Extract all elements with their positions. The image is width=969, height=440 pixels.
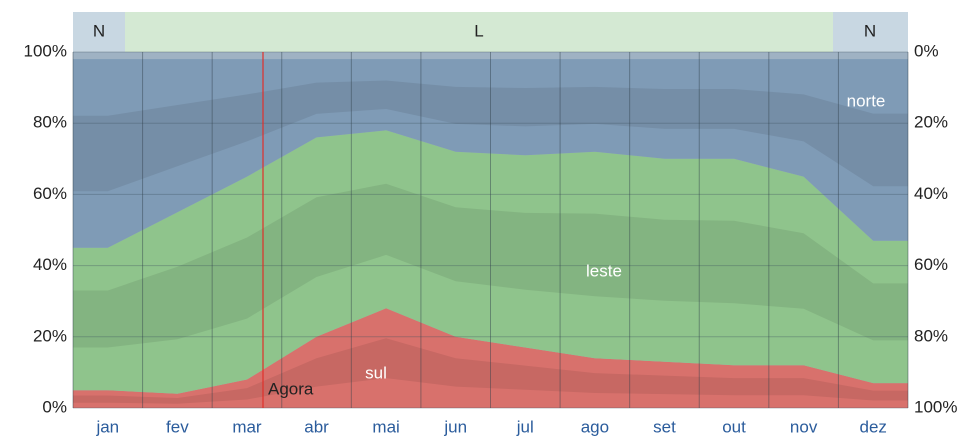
y-tick-label: 60% — [33, 184, 67, 203]
series-label: sul — [365, 363, 387, 382]
x-tick-label: set — [653, 417, 676, 436]
band-label: N — [864, 21, 876, 40]
x-tick-label: mai — [372, 417, 399, 436]
x-tick-label: out — [722, 417, 746, 436]
x-tick-label: nov — [790, 417, 818, 436]
y-tick-label: 100% — [24, 41, 67, 60]
area — [73, 59, 908, 248]
series-label: leste — [586, 261, 622, 280]
band-north — [833, 12, 908, 52]
area-shade — [73, 183, 908, 348]
y2-tick-label: 80% — [914, 326, 948, 345]
area — [73, 130, 908, 394]
x-tick-label: jan — [95, 417, 119, 436]
band-label: L — [474, 21, 483, 40]
x-tick-label: fev — [166, 417, 189, 436]
now-label: Agora — [268, 379, 314, 398]
y2-tick-label: 60% — [914, 255, 948, 274]
area-shade — [73, 338, 908, 404]
band-east — [125, 12, 833, 52]
area-shade — [73, 80, 908, 192]
band-north — [73, 12, 125, 52]
y2-tick-label: 100% — [914, 397, 957, 416]
y-tick-label: 80% — [33, 113, 67, 132]
x-tick-label: jul — [516, 417, 534, 436]
area — [73, 308, 908, 408]
band-label: N — [93, 21, 105, 40]
series-label: norte — [847, 91, 886, 110]
y-tick-label: 20% — [33, 326, 67, 345]
y-tick-label: 0% — [42, 397, 67, 416]
x-tick-label: mar — [232, 417, 262, 436]
x-tick-label: ago — [581, 417, 609, 436]
x-tick-label: jun — [443, 417, 467, 436]
x-tick-label: abr — [304, 417, 329, 436]
y2-tick-label: 40% — [914, 184, 948, 203]
y-tick-label: 40% — [33, 255, 67, 274]
y2-tick-label: 20% — [914, 113, 948, 132]
x-tick-label: dez — [859, 417, 886, 436]
y2-tick-label: 0% — [914, 41, 939, 60]
